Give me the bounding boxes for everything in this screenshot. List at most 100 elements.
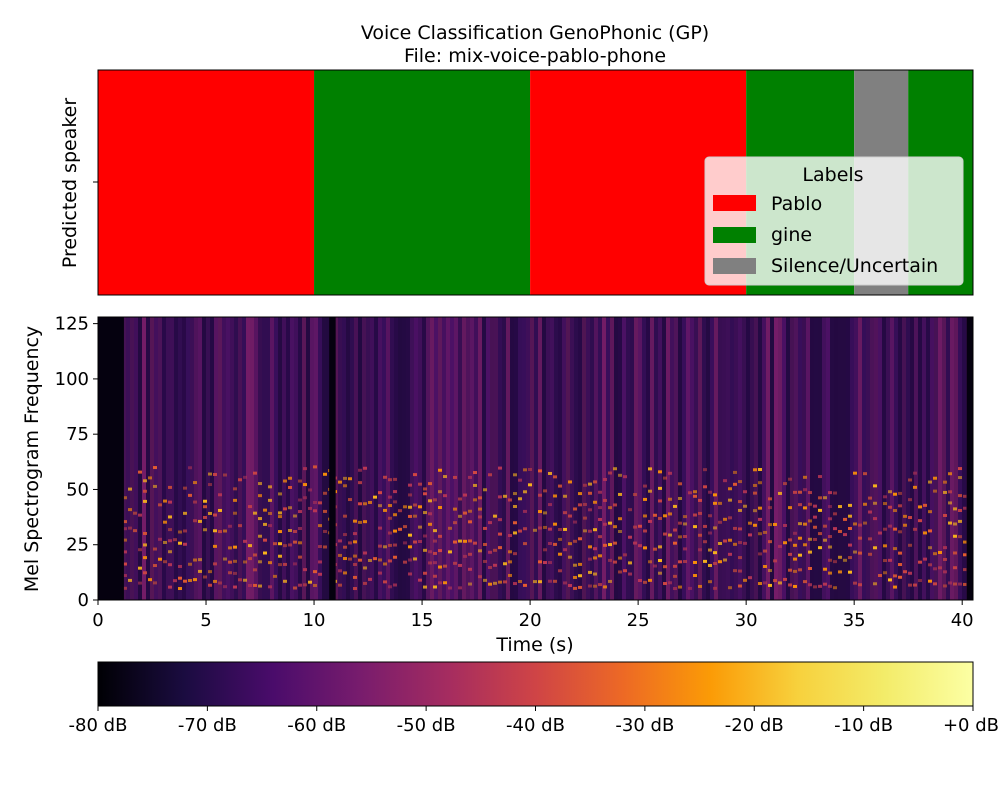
spectrogram-harmonic: [463, 493, 467, 497]
spectrogram-harmonic: [428, 512, 432, 516]
spectrogram-harmonic: [808, 502, 812, 506]
spectrogram-column: [610, 317, 614, 600]
spectrogram-harmonic: [728, 487, 732, 491]
spectrogram-harmonic: [323, 509, 327, 513]
spectrogram-harmonic: [593, 500, 597, 504]
spectrogram-harmonic: [938, 566, 942, 570]
spectrogram-harmonic: [703, 540, 707, 544]
spectrogram-harmonic: [773, 579, 777, 583]
spectrogram-harmonic: [213, 562, 217, 566]
spectrogram-harmonic: [503, 494, 507, 498]
spectrogram-harmonic: [833, 527, 837, 531]
spectrogram-harmonic: [228, 546, 232, 550]
spectrogram-column: [374, 317, 378, 600]
spectrogram-column: [438, 317, 442, 600]
spectrogram-harmonic: [888, 578, 892, 582]
spectrogram-harmonic: [608, 579, 612, 583]
spectrogram-harmonic: [793, 569, 797, 573]
spectrogram-harmonic: [568, 584, 572, 588]
spectrogram-harmonic: [708, 580, 712, 584]
spectrogram-harmonic: [518, 497, 522, 501]
spectrogram-harmonic: [913, 485, 917, 489]
spectrogram-column: [386, 317, 390, 600]
spectrogram-harmonic: [813, 504, 817, 508]
spectrogram-harmonic: [943, 584, 947, 588]
spectrogram-harmonic: [673, 528, 677, 532]
spectrogram-harmonic: [678, 560, 682, 564]
spectrogram-harmonic: [488, 550, 492, 554]
spectrogram-harmonic: [788, 552, 792, 556]
spectrogram-harmonic: [293, 562, 297, 566]
spectrogram-harmonic: [478, 496, 482, 500]
spectrogram-harmonic: [268, 485, 272, 489]
spectrogram-column: [258, 317, 262, 600]
spectrogram-harmonic: [958, 467, 962, 471]
spectrogram-harmonic: [193, 481, 197, 485]
spectrogram-column: [938, 317, 942, 600]
spectrogram-harmonic: [268, 498, 272, 502]
spectrogram-harmonic: [943, 490, 947, 494]
spectrogram-harmonic: [398, 509, 402, 513]
spectrogram-harmonic: [963, 582, 967, 586]
spectrogram-harmonic: [548, 579, 552, 583]
spectrogram-harmonic: [588, 482, 592, 486]
spectrogram-harmonic: [833, 560, 837, 564]
spectrogram-harmonic: [868, 552, 872, 556]
spectrogram-harmonic: [558, 484, 562, 488]
spectrogram-harmonic: [643, 580, 647, 584]
spectrogram-harmonic: [868, 537, 872, 541]
spectrogram-harmonic: [428, 499, 432, 503]
spectrogram-column: [734, 317, 738, 600]
spectrogram-harmonic: [783, 541, 787, 545]
spectrogram-harmonic: [178, 541, 182, 545]
spectrogram-column: [346, 317, 350, 600]
y-tick-label: 125: [55, 314, 89, 335]
spectrogram-harmonic: [763, 581, 767, 585]
spectrogram-harmonic: [193, 500, 197, 504]
spectrogram-harmonic: [543, 525, 547, 529]
spectrogram-harmonic: [408, 505, 412, 509]
spectrogram-harmonic: [893, 527, 897, 531]
spectrogram-column: [486, 317, 490, 600]
spectrogram-harmonic: [848, 556, 852, 560]
spectrogram-harmonic: [928, 510, 932, 514]
spectrogram-column: [694, 317, 698, 600]
spectrogram-harmonic: [863, 472, 867, 476]
spectrogram-harmonic: [573, 575, 577, 579]
spectrogram-column: [310, 317, 314, 600]
spectrogram-harmonic: [123, 527, 127, 531]
spectrogram-harmonic: [423, 534, 427, 538]
spectrogram-harmonic: [743, 504, 747, 508]
spectrogram-harmonic: [538, 560, 542, 564]
spectrogram-harmonic: [818, 532, 822, 536]
spectrogram-column: [794, 317, 798, 600]
spectrogram-harmonic: [193, 558, 197, 562]
spectrogram-ylabel: Mel Spectrogram Frequency: [21, 326, 43, 592]
spectrogram-harmonic: [258, 517, 262, 521]
spectrogram-harmonic: [573, 563, 577, 567]
spectrogram-harmonic: [728, 538, 732, 542]
spectrogram-harmonic: [388, 495, 392, 499]
spectrogram-harmonic: [608, 543, 612, 547]
spectrogram-harmonic: [638, 544, 642, 548]
spectrogram-harmonic: [453, 561, 457, 565]
spectrogram-column: [278, 317, 282, 600]
spectrogram-column: [662, 317, 666, 600]
spectrogram-harmonic: [553, 522, 557, 526]
spectrogram-harmonic: [173, 538, 177, 542]
spectrogram-harmonic: [883, 559, 887, 563]
spectrogram-harmonic: [513, 521, 517, 525]
spectrogram-harmonic: [183, 511, 187, 515]
spectrogram-harmonic: [643, 484, 647, 488]
spectrogram-harmonic: [958, 582, 962, 586]
spectrogram-harmonic: [718, 520, 722, 524]
spectrogram-harmonic: [873, 501, 877, 505]
spectrogram-harmonic: [548, 503, 552, 507]
spectrogram-harmonic: [863, 521, 867, 525]
spectrogram-harmonic: [573, 539, 577, 543]
spectrogram-harmonic: [438, 581, 442, 585]
spectrogram-column: [546, 317, 550, 600]
spectrogram-harmonic: [143, 556, 147, 560]
spectrogram-column: [534, 317, 538, 600]
spectrogram-harmonic: [378, 571, 382, 575]
